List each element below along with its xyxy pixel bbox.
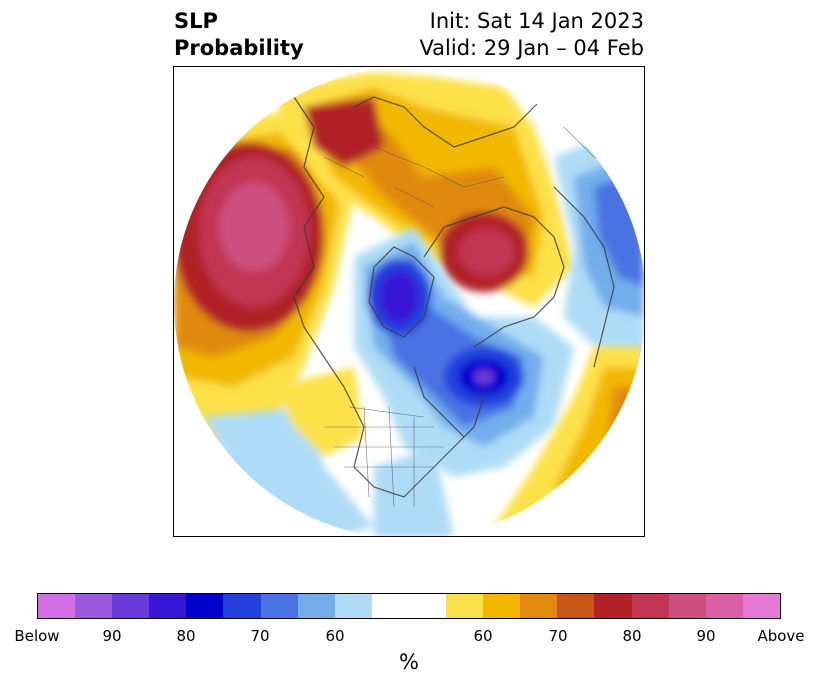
colorbar [37, 593, 781, 619]
colorbar-segment [705, 594, 743, 618]
colorbar-tick: 70 [250, 627, 270, 645]
colorbar-segment [483, 594, 521, 618]
colorbar-segment [149, 594, 187, 618]
valid-range: Valid: 29 Jan – 04 Feb [419, 36, 644, 60]
colorbar-tick: 80 [622, 627, 642, 645]
colorbar-segment [742, 594, 780, 618]
below-anomaly-arctic [354, 227, 574, 477]
colorbar-segment [594, 594, 632, 618]
polar-map [173, 66, 645, 537]
title-type: Probability [174, 36, 304, 60]
colorbar-tick: 70 [548, 627, 568, 645]
colorbar-tick: Below [14, 627, 60, 645]
chart-title-right: Init: Sat 14 Jan 2023 Valid: 29 Jan – 04… [419, 8, 644, 62]
colorbar-segment [186, 594, 224, 618]
title-variable: SLP [174, 9, 218, 33]
colorbar-segment [520, 594, 558, 618]
colorbar-tick: 90 [696, 627, 716, 645]
colorbar-tick: 80 [176, 627, 196, 645]
colorbar-segment [112, 594, 150, 618]
colorbar-segment [260, 594, 298, 618]
colorbar-segment [668, 594, 706, 618]
map-svg [174, 67, 644, 536]
colorbar-segment [557, 594, 595, 618]
colorbar-tick: 60 [473, 627, 493, 645]
colorbar-segment [408, 594, 447, 618]
coastlines [293, 76, 625, 498]
colorbar-segment [371, 594, 409, 618]
colorbar-segment [334, 594, 372, 618]
colorbar-segment [631, 594, 669, 618]
colorbar-segment [223, 594, 261, 618]
init-date: Init: Sat 14 Jan 2023 [429, 9, 644, 33]
colorbar-unit-label: % [399, 650, 419, 674]
chart-title-left: SLP Probability [174, 8, 304, 62]
colorbar-segment [75, 594, 113, 618]
above-anomaly-pacific [174, 107, 354, 447]
colorbar-segment [297, 594, 335, 618]
colorbar-segment [38, 594, 76, 618]
colorbar-tick: 90 [102, 627, 122, 645]
colorbar-tick: 60 [325, 627, 345, 645]
colorbar-segment [446, 594, 484, 618]
above-anomaly-eurasia [274, 72, 574, 307]
colorbar-tick: Above [757, 627, 805, 645]
